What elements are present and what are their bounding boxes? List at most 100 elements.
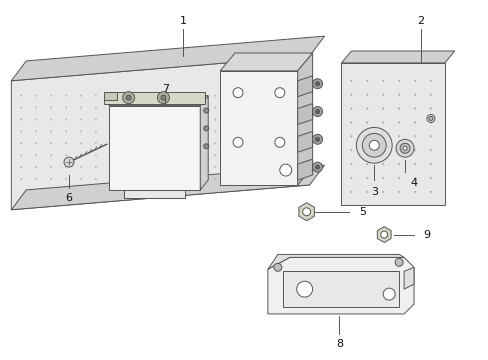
- Circle shape: [65, 95, 67, 96]
- Circle shape: [394, 258, 402, 266]
- Polygon shape: [103, 92, 117, 100]
- Circle shape: [184, 166, 186, 168]
- Polygon shape: [267, 255, 403, 269]
- Circle shape: [315, 137, 319, 141]
- Circle shape: [229, 178, 230, 180]
- Circle shape: [429, 80, 431, 82]
- Circle shape: [244, 143, 245, 144]
- Circle shape: [382, 136, 383, 137]
- Circle shape: [124, 178, 126, 180]
- Circle shape: [229, 143, 230, 144]
- Circle shape: [65, 143, 67, 144]
- Circle shape: [214, 95, 216, 96]
- Circle shape: [350, 108, 351, 109]
- Circle shape: [80, 107, 81, 108]
- Circle shape: [35, 119, 37, 120]
- Circle shape: [154, 166, 156, 168]
- Circle shape: [184, 154, 186, 156]
- Circle shape: [20, 95, 22, 96]
- Circle shape: [124, 131, 126, 132]
- Circle shape: [259, 107, 260, 108]
- Circle shape: [398, 80, 399, 82]
- Circle shape: [124, 107, 126, 108]
- Polygon shape: [298, 203, 314, 221]
- Polygon shape: [297, 53, 312, 185]
- Circle shape: [20, 154, 22, 156]
- Circle shape: [429, 122, 431, 123]
- Circle shape: [95, 119, 97, 120]
- Circle shape: [140, 119, 141, 120]
- Circle shape: [154, 131, 156, 132]
- Circle shape: [413, 80, 415, 82]
- Circle shape: [382, 177, 383, 179]
- Polygon shape: [108, 96, 208, 105]
- Circle shape: [20, 107, 22, 108]
- Circle shape: [184, 95, 186, 96]
- Circle shape: [199, 143, 201, 144]
- Circle shape: [429, 149, 431, 151]
- Circle shape: [95, 107, 97, 108]
- Circle shape: [229, 131, 230, 132]
- Text: 6: 6: [65, 193, 72, 203]
- Circle shape: [140, 166, 141, 168]
- Circle shape: [169, 178, 171, 180]
- Circle shape: [398, 94, 399, 95]
- Circle shape: [382, 94, 383, 95]
- Circle shape: [140, 107, 141, 108]
- Circle shape: [80, 178, 81, 180]
- Circle shape: [126, 95, 131, 100]
- Circle shape: [315, 165, 319, 169]
- Circle shape: [366, 108, 367, 109]
- Circle shape: [64, 157, 74, 167]
- Circle shape: [383, 288, 394, 300]
- Circle shape: [35, 95, 37, 96]
- Circle shape: [350, 177, 351, 179]
- Circle shape: [244, 178, 245, 180]
- Circle shape: [169, 95, 171, 96]
- Circle shape: [429, 94, 431, 95]
- Circle shape: [413, 122, 415, 123]
- Circle shape: [366, 191, 367, 193]
- Circle shape: [95, 154, 97, 156]
- Circle shape: [169, 166, 171, 168]
- Circle shape: [368, 140, 379, 150]
- Circle shape: [110, 143, 111, 144]
- Circle shape: [199, 95, 201, 96]
- Circle shape: [350, 191, 351, 193]
- Circle shape: [296, 281, 312, 297]
- Circle shape: [199, 154, 201, 156]
- Circle shape: [398, 108, 399, 109]
- Circle shape: [233, 137, 243, 147]
- Polygon shape: [220, 71, 297, 185]
- Circle shape: [259, 154, 260, 156]
- Circle shape: [312, 134, 322, 144]
- Circle shape: [214, 119, 216, 120]
- Polygon shape: [11, 56, 309, 210]
- Circle shape: [398, 149, 399, 151]
- Circle shape: [110, 178, 111, 180]
- Circle shape: [35, 178, 37, 180]
- Circle shape: [184, 143, 186, 144]
- Circle shape: [50, 154, 52, 156]
- Circle shape: [95, 166, 97, 168]
- Circle shape: [80, 143, 81, 144]
- Circle shape: [413, 136, 415, 137]
- Circle shape: [229, 119, 230, 120]
- Circle shape: [273, 264, 281, 271]
- Circle shape: [214, 154, 216, 156]
- Polygon shape: [297, 104, 312, 125]
- Polygon shape: [11, 36, 324, 81]
- Circle shape: [199, 119, 201, 120]
- Circle shape: [244, 131, 245, 132]
- Text: 5: 5: [358, 207, 365, 217]
- Circle shape: [398, 136, 399, 137]
- Circle shape: [199, 166, 201, 168]
- Circle shape: [35, 154, 37, 156]
- Circle shape: [50, 143, 52, 144]
- Circle shape: [199, 107, 201, 108]
- Circle shape: [366, 149, 367, 151]
- Circle shape: [154, 143, 156, 144]
- Circle shape: [140, 143, 141, 144]
- Circle shape: [80, 166, 81, 168]
- Polygon shape: [200, 96, 208, 190]
